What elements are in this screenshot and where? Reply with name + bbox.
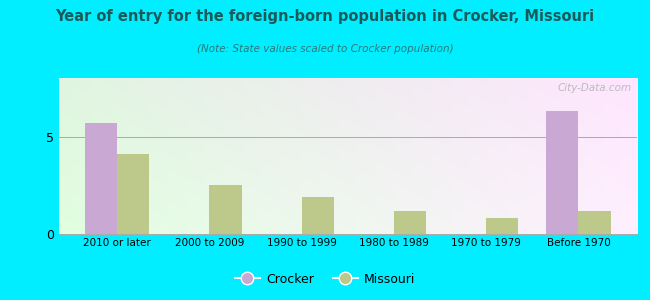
Bar (486, 218, 519, 234)
Bar (302, 197, 334, 234)
Bar (578, 211, 611, 234)
Bar (117, 154, 150, 234)
Text: Year of entry for the foreign-born population in Crocker, Missouri: Year of entry for the foreign-born popul… (55, 9, 595, 24)
Bar (209, 185, 242, 234)
Text: City-Data.com: City-Data.com (557, 83, 631, 93)
Bar (84, 123, 117, 234)
Bar (394, 211, 426, 234)
Bar (546, 111, 578, 234)
Legend: Crocker, Missouri: Crocker, Missouri (229, 268, 421, 291)
Text: (Note: State values scaled to Crocker population): (Note: State values scaled to Crocker po… (197, 44, 453, 53)
